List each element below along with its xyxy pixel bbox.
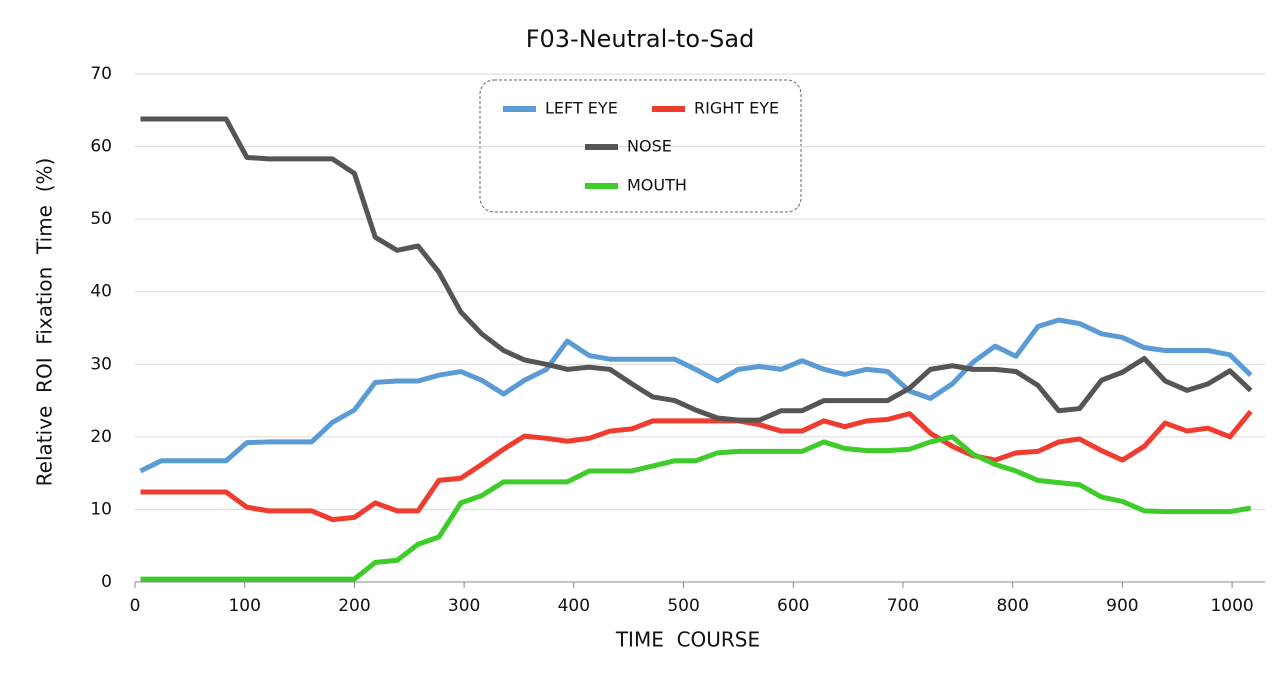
y-tick-label: 50 [90, 209, 112, 229]
x-tick-label: 900 [1106, 596, 1138, 616]
series-line [140, 434, 1252, 582]
y-tick-label: 70 [90, 64, 112, 84]
y-tick-label: 40 [90, 282, 112, 302]
x-tick-label: 200 [338, 596, 370, 616]
legend-label: NOSE [627, 137, 672, 156]
x-tick-label: 400 [558, 596, 590, 616]
legend-label: RIGHT EYE [694, 99, 779, 118]
y-tick-label: 20 [90, 427, 112, 447]
y-tick-label: 0 [101, 572, 112, 592]
x-tick-label: 600 [777, 596, 809, 616]
y-tick-label: 30 [90, 354, 112, 374]
legend-label: MOUTH [627, 176, 687, 195]
x-axis-label: TIME COURSE [615, 628, 760, 652]
series-line [140, 409, 1253, 523]
y-tick-label: 10 [90, 499, 112, 519]
x-tick-label: 100 [228, 596, 260, 616]
y-axis-label: Relative ROI Fixation Time (%) [33, 158, 57, 487]
legend-box [479, 79, 802, 213]
chart-title: F03-Neutral-to-Sad [526, 25, 755, 53]
x-tick-label: 700 [887, 596, 919, 616]
x-tick-label: 800 [996, 596, 1028, 616]
series-line [139, 317, 1253, 474]
x-tick-label: 300 [448, 596, 480, 616]
x-tick-label: 0 [130, 596, 141, 616]
x-tick-label: 1000 [1210, 596, 1253, 616]
y-tick-label: 60 [90, 137, 112, 157]
x-tick-label: 500 [667, 596, 699, 616]
series-line [140, 116, 1253, 423]
legend-label: LEFT EYE [545, 99, 618, 118]
